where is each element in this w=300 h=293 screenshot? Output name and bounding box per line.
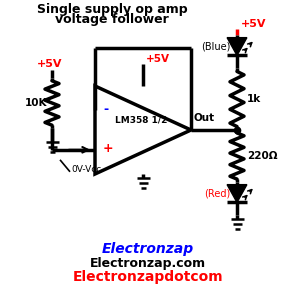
Text: Electronzap: Electronzap xyxy=(102,242,194,256)
Text: (Red): (Red) xyxy=(204,188,230,198)
Text: (Blue): (Blue) xyxy=(201,42,230,52)
Text: +: + xyxy=(103,142,114,155)
Text: LM358 1/2: LM358 1/2 xyxy=(115,115,167,125)
Text: +5V: +5V xyxy=(241,19,266,29)
Text: 0V-Vcc: 0V-Vcc xyxy=(72,165,102,174)
Text: 1k: 1k xyxy=(247,94,261,104)
Text: voltage follower: voltage follower xyxy=(55,13,169,26)
Text: Out: Out xyxy=(194,113,215,123)
Text: Electronzapdotcom: Electronzapdotcom xyxy=(73,270,223,284)
Polygon shape xyxy=(227,185,247,202)
Text: 220Ω: 220Ω xyxy=(247,151,278,161)
Text: Single supply op amp: Single supply op amp xyxy=(37,3,187,16)
Text: Electronzap.com: Electronzap.com xyxy=(90,256,206,270)
Text: -: - xyxy=(103,103,108,116)
Text: 10K: 10K xyxy=(25,98,47,108)
Polygon shape xyxy=(227,38,247,55)
Text: +5V: +5V xyxy=(146,54,170,64)
Text: +5V: +5V xyxy=(37,59,63,69)
